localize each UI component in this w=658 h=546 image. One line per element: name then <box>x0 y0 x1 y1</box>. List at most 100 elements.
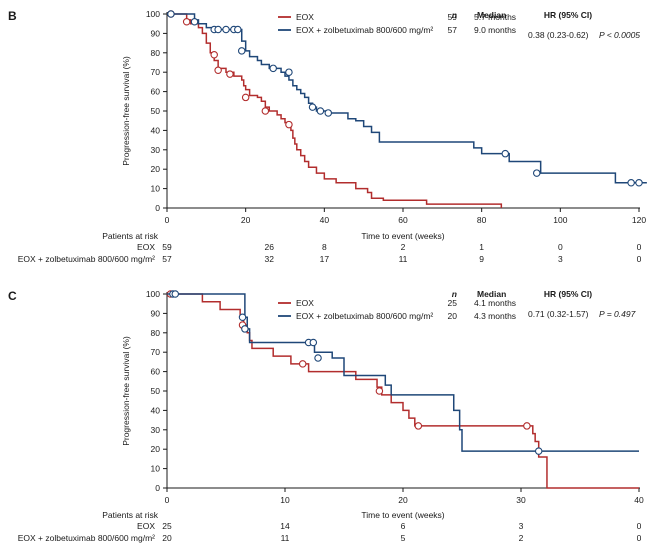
censor-mark <box>523 422 531 430</box>
y-tick-label: 30 <box>151 425 161 435</box>
y-tick-label: 0 <box>155 483 160 493</box>
risk-count: 20 <box>162 533 172 543</box>
panel-letter: C <box>8 289 17 303</box>
y-tick-label: 90 <box>151 308 161 318</box>
x-tick-label: 100 <box>553 215 567 225</box>
censor-mark <box>627 179 635 187</box>
y-tick-label: 20 <box>151 164 161 174</box>
hr-header: HR (95% CI) <box>544 289 592 299</box>
risk-count: 14 <box>280 521 290 531</box>
censor-mark <box>316 107 325 115</box>
risk-count: 17 <box>320 254 330 264</box>
y-tick-label: 70 <box>151 67 161 77</box>
risk-row-label: EOX <box>137 242 155 252</box>
median-value: 4.3 months <box>474 311 516 321</box>
risk-row-label: EOX + zolbetuximab 800/600 mg/m² <box>18 254 155 264</box>
y-axis-label: Progression-free survival (%) <box>121 336 131 446</box>
censor-mark <box>314 354 322 362</box>
censor-mark <box>222 25 230 34</box>
legend-label: EOX + zolbetuximab 800/600 mg/m² <box>296 25 433 35</box>
y-axis-label: Progression-free survival (%) <box>121 56 131 166</box>
y-tick-label: 40 <box>151 405 161 415</box>
survival-curve-zolbetuximab <box>167 293 639 452</box>
censor-mark <box>298 360 307 368</box>
x-tick-label: 0 <box>165 215 170 225</box>
risk-count: 11 <box>399 254 408 264</box>
p-value: P < 0.0005 <box>599 30 640 40</box>
risk-count: 3 <box>519 521 524 531</box>
risk-count: 0 <box>637 533 642 543</box>
censor-mark <box>532 169 541 177</box>
risk-count: 0 <box>637 242 642 252</box>
y-tick-label: 50 <box>151 386 161 396</box>
x-axis-label: Time to event (weeks) <box>361 231 444 241</box>
y-tick-label: 0 <box>155 203 160 213</box>
n-value: 59 <box>448 12 458 22</box>
median-value: 4.1 months <box>474 298 516 308</box>
risk-count: 8 <box>322 242 327 252</box>
x-tick-label: 20 <box>241 215 251 225</box>
censor-mark <box>308 103 317 111</box>
censor-mark <box>261 107 270 115</box>
censor-mark <box>234 25 242 34</box>
x-tick-label: 10 <box>280 495 290 505</box>
x-tick-label: 0 <box>165 495 170 505</box>
censor-mark <box>241 325 249 333</box>
y-tick-label: 60 <box>151 87 161 97</box>
x-axis-label: Time to event (weeks) <box>361 510 444 520</box>
x-tick-label: 60 <box>398 215 408 225</box>
risk-table-title: Patients at risk <box>102 231 158 241</box>
censor-mark <box>238 313 247 322</box>
censor-mark <box>324 109 333 117</box>
x-tick-label: 80 <box>477 215 487 225</box>
risk-count: 11 <box>281 533 290 543</box>
risk-count: 9 <box>479 254 484 264</box>
y-tick-label: 70 <box>151 347 161 357</box>
risk-count: 25 <box>162 521 172 531</box>
y-tick-label: 20 <box>151 444 161 454</box>
n-value: 25 <box>448 298 458 308</box>
risk-row-label: EOX <box>137 521 155 531</box>
n-header: n <box>452 10 457 20</box>
risk-count: 2 <box>401 242 406 252</box>
median-value: 5.7 months <box>474 12 516 22</box>
p-value: P = 0.497 <box>599 309 636 319</box>
censor-mark <box>269 64 277 73</box>
legend-label: EOX <box>296 12 314 22</box>
legend-label: EOX <box>296 298 314 308</box>
y-tick-label: 90 <box>151 28 161 38</box>
risk-count: 0 <box>637 521 642 531</box>
censor-mark <box>226 70 234 78</box>
risk-table-title: Patients at risk <box>102 510 158 520</box>
censor-mark <box>210 50 218 59</box>
risk-count: 0 <box>637 254 642 264</box>
y-tick-label: 60 <box>151 367 161 377</box>
panel-letter: B <box>8 9 17 23</box>
x-tick-label: 20 <box>398 495 408 505</box>
median-value: 9.0 months <box>474 25 516 35</box>
censor-mark <box>375 387 384 395</box>
survival-curve-eox <box>167 293 639 489</box>
risk-count: 26 <box>265 242 275 252</box>
n-header: n <box>452 289 457 299</box>
y-tick-label: 80 <box>151 328 161 338</box>
risk-count: 57 <box>162 254 172 264</box>
n-value: 57 <box>448 25 458 35</box>
y-tick-label: 40 <box>151 125 161 135</box>
y-tick-label: 50 <box>151 106 161 116</box>
survival-curve-eox <box>167 13 503 208</box>
risk-count: 2 <box>519 533 524 543</box>
y-tick-label: 100 <box>146 9 160 19</box>
y-tick-label: 10 <box>151 184 161 194</box>
censor-mark <box>285 68 293 76</box>
risk-count: 32 <box>265 254 275 264</box>
censor-mark <box>309 338 318 347</box>
legend-label: EOX + zolbetuximab 800/600 mg/m² <box>296 311 433 321</box>
risk-count: 6 <box>401 521 406 531</box>
risk-count: 3 <box>558 254 563 264</box>
hr-header: HR (95% CI) <box>544 10 592 20</box>
risk-count: 5 <box>401 533 406 543</box>
median-header: Median <box>477 10 506 20</box>
